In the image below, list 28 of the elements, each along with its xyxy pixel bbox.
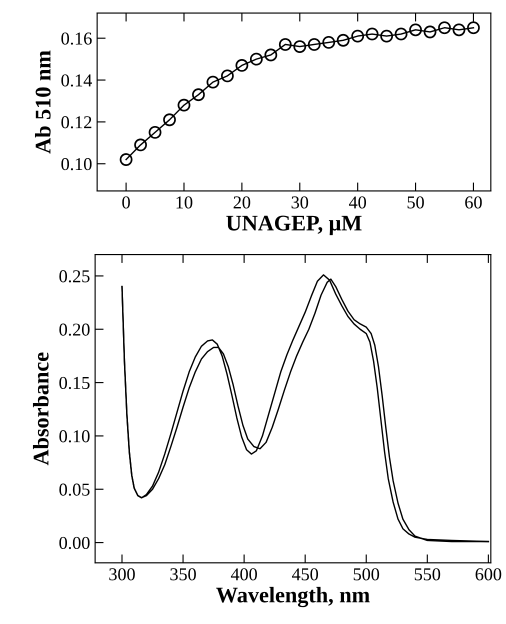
x-tick-label: 450 (292, 568, 318, 580)
x-axis-title: Wavelength, nm (216, 586, 370, 608)
y-tick-label: 0.10 (61, 158, 92, 170)
y-tick-label: 0.05 (59, 484, 90, 496)
x-axis-title: UNAGEP, μM (226, 216, 362, 236)
x-tick-label: 40 (348, 196, 366, 209)
y-tick-label: 0.00 (59, 536, 90, 550)
y-tick-label: 0.20 (59, 324, 90, 336)
x-tick-label: 500 (354, 568, 380, 580)
x-tick-label: 10 (176, 196, 192, 209)
y-tick-label: 0.10 (59, 430, 90, 442)
x-tick-label: 20 (234, 196, 250, 209)
x-tick-label: 300 (109, 568, 135, 580)
x-tick-label: 50 (408, 196, 424, 209)
x-tick-label: 600 (476, 568, 502, 580)
x-tick-label: 0 (122, 196, 130, 209)
x-tick-label: 350 (170, 568, 196, 580)
x-tick-label: 400 (230, 568, 257, 580)
x-tick-label: 60 (465, 196, 482, 209)
y-tick-label: 0.15 (59, 376, 90, 390)
x-tick-label: 550 (414, 568, 440, 580)
y-tick-label: 0.16 (61, 32, 92, 45)
y-axis-title: Ab 510 nm (34, 50, 51, 154)
y-tick-label: 0.12 (61, 116, 92, 128)
y-tick-label: 0.14 (61, 74, 92, 87)
y-tick-label: 0.25 (59, 270, 90, 282)
y-axis-title: Absorbance (32, 352, 49, 466)
x-tick-label: 30 (292, 196, 308, 209)
